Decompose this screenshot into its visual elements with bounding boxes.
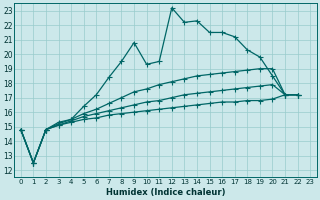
X-axis label: Humidex (Indice chaleur): Humidex (Indice chaleur) — [106, 188, 225, 197]
